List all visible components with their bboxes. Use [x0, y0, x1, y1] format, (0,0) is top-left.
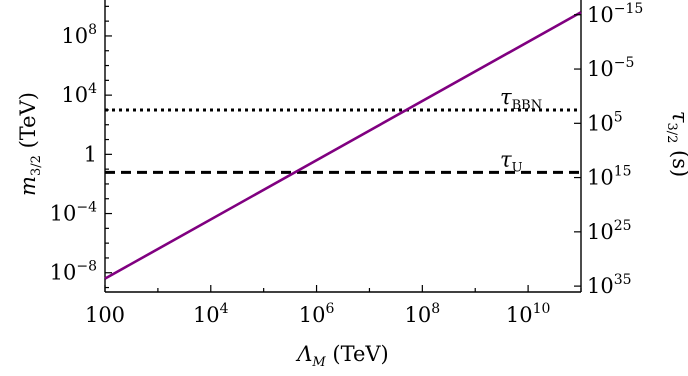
right-tick-label: 10−5: [587, 55, 634, 81]
y-tick-label: 1: [84, 142, 97, 166]
y-tick-label: 10−4: [50, 200, 97, 226]
right-tick-label: 1035: [587, 272, 632, 298]
x-axis-label: ΛM (TeV): [295, 342, 389, 370]
right-axis-label: τ3/2 (s): [664, 111, 688, 177]
y-tick-label: 108: [61, 22, 97, 48]
x-tick-label: 1010: [506, 301, 551, 327]
y-axis-label: m3/2 (TeV): [16, 92, 44, 196]
x-tick-label: 104: [193, 301, 229, 327]
x-tick-label: 106: [299, 301, 335, 327]
y-tick-label: 104: [61, 81, 97, 107]
right-tick-label: 1025: [587, 218, 632, 244]
x-tick-label: 100: [85, 303, 125, 327]
series-line-0: [104, 11, 582, 280]
hline-label-1: τU: [500, 147, 523, 175]
hline-label-0: τBBN: [500, 85, 542, 113]
right-tick-label: 10−15: [587, 1, 643, 27]
right-tick-label: 1015: [587, 164, 632, 190]
y-tick-label: 10−8: [50, 259, 97, 285]
x-tick-label: 108: [405, 301, 441, 327]
right-tick-label: 105: [587, 109, 623, 135]
